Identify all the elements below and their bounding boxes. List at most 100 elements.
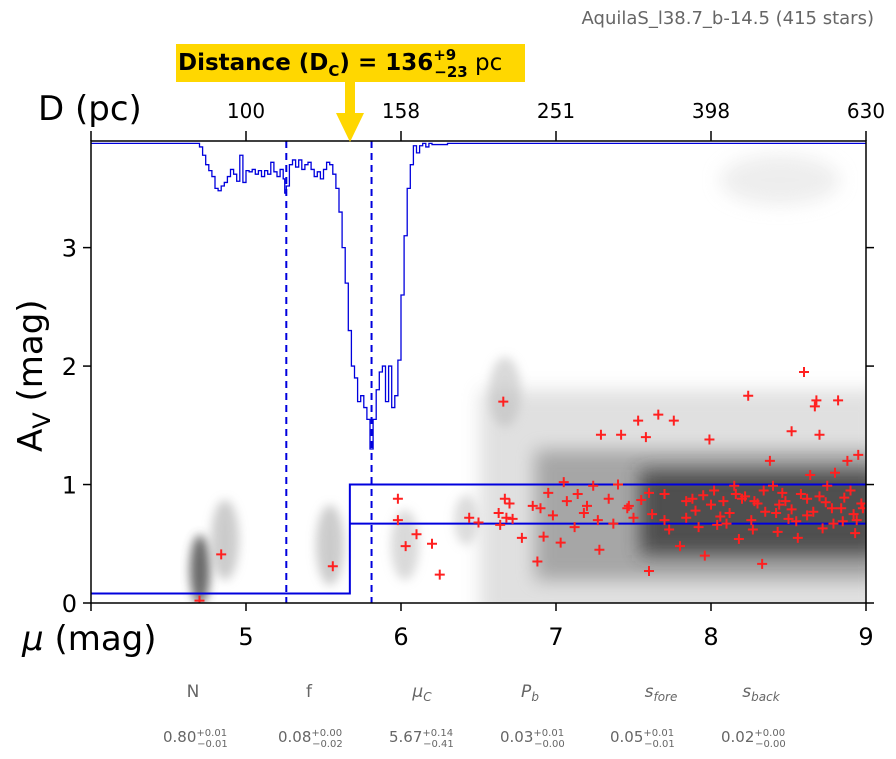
param-name: Pb [521, 682, 539, 704]
star-marker [764, 455, 775, 466]
star-marker [758, 485, 769, 496]
star-marker [504, 498, 515, 509]
star-marker [774, 499, 785, 510]
star-marker [718, 496, 729, 507]
star-marker [608, 518, 619, 529]
star-marker [647, 509, 658, 520]
param-name: f [306, 682, 313, 702]
star-marker [721, 518, 732, 529]
star-marker [690, 505, 701, 516]
star-marker [817, 523, 828, 534]
star-marker [799, 367, 809, 377]
star-marker [561, 496, 572, 507]
star-marker [636, 494, 647, 505]
top-tick-label: 251 [537, 99, 575, 123]
star-marker [693, 522, 704, 533]
star-marker [839, 492, 850, 503]
star-marker [644, 487, 654, 498]
star-marker [842, 455, 853, 466]
x-tick-label: 8 [703, 623, 718, 651]
model-layer [91, 141, 866, 603]
star-marker [724, 507, 735, 518]
star-marker [628, 512, 639, 523]
star-marker [792, 532, 803, 543]
star-marker [499, 493, 510, 504]
star-marker [698, 490, 709, 501]
star-marker [616, 429, 627, 440]
star-marker [507, 513, 518, 524]
star-marker [535, 503, 546, 514]
star-marker [709, 485, 720, 496]
star-marker [400, 541, 411, 552]
star-marker [814, 429, 825, 440]
star-marker [729, 480, 740, 491]
star-marker [833, 395, 844, 406]
star-marker [473, 517, 484, 528]
star-marker [516, 532, 527, 543]
star-marker [547, 510, 558, 521]
star-marker [783, 513, 794, 524]
star-marker [699, 550, 710, 561]
star-marker [786, 504, 797, 515]
star-marker [633, 415, 644, 426]
top-tick-label: 158 [382, 99, 420, 123]
field-name: AquilaS_l38.7_b-14.5 (415 stars) [582, 8, 874, 29]
x-ticks: 5 6 7 8 9 [90, 603, 874, 651]
star-marker [464, 512, 475, 523]
star-marker [814, 491, 825, 502]
density-blob-6p65 [489, 357, 521, 427]
star-marker [856, 498, 866, 509]
star-marker [760, 506, 771, 517]
star-marker [822, 480, 833, 491]
top-tick-label: 630 [847, 99, 885, 123]
model-upper-line [91, 483, 866, 595]
star-marker [555, 537, 566, 548]
density-band-core [640, 470, 866, 555]
y-axis-label: AV (mag) [11, 299, 56, 452]
star-marker [538, 531, 549, 542]
density-blob-4p9 [211, 500, 239, 580]
distance-banner-text: Distance (DC) = 136+9 −23 pc [178, 46, 502, 81]
star-marker [603, 493, 614, 504]
star-marker [845, 485, 856, 496]
star-marker [826, 503, 837, 514]
top-axis-label: D (pc) [38, 89, 142, 129]
star-marker [411, 529, 422, 540]
star-marker [746, 515, 757, 526]
density-background [190, 155, 866, 603]
star-marker [850, 528, 861, 539]
star-marker [733, 534, 744, 545]
top-tick-label: 398 [692, 99, 730, 123]
star-marker [737, 493, 747, 504]
star-marker [495, 519, 506, 530]
param-name: sback [742, 682, 780, 704]
star-marker [327, 561, 338, 572]
probability-curve [91, 142, 866, 450]
star-marker [427, 538, 437, 549]
star-marker [830, 467, 840, 478]
y-tick-label: 0 [62, 590, 77, 618]
param-value: 5.67+0.14 −0.41 [389, 728, 454, 750]
star-marker [791, 516, 802, 527]
star-marker [572, 489, 583, 500]
star-marker [501, 512, 512, 523]
star-marker [811, 395, 822, 406]
y-tick-label: 3 [62, 235, 77, 263]
star-marker [681, 512, 692, 523]
star-marker [747, 524, 758, 535]
star-marker [681, 496, 692, 507]
star-marker [837, 516, 848, 527]
star-marker [786, 426, 797, 437]
star-marker [532, 556, 543, 567]
x-axis-label: μ (mag) [21, 619, 157, 659]
star-marker [802, 493, 813, 504]
star-marker [749, 496, 760, 507]
star-marker [706, 499, 716, 510]
star-marker [558, 477, 569, 488]
y-tick-label: 1 [62, 472, 77, 500]
star-marker [392, 515, 403, 526]
star-marker [808, 506, 819, 517]
plot-frame [90, 140, 867, 604]
star-marker [588, 480, 599, 491]
star-marker [851, 515, 862, 526]
